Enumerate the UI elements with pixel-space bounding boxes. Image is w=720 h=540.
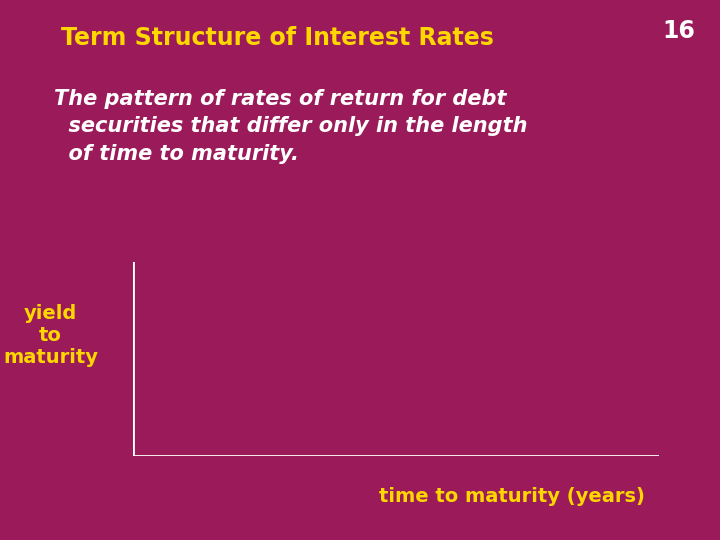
Text: The pattern of rates of return for debt
  securities that differ only in the len: The pattern of rates of return for debt … <box>54 89 528 164</box>
Text: Term Structure of Interest Rates: Term Structure of Interest Rates <box>61 26 494 50</box>
Text: 16: 16 <box>662 19 695 43</box>
Text: yield
to
maturity: yield to maturity <box>3 304 98 367</box>
Text: time to maturity (years): time to maturity (years) <box>379 487 644 507</box>
